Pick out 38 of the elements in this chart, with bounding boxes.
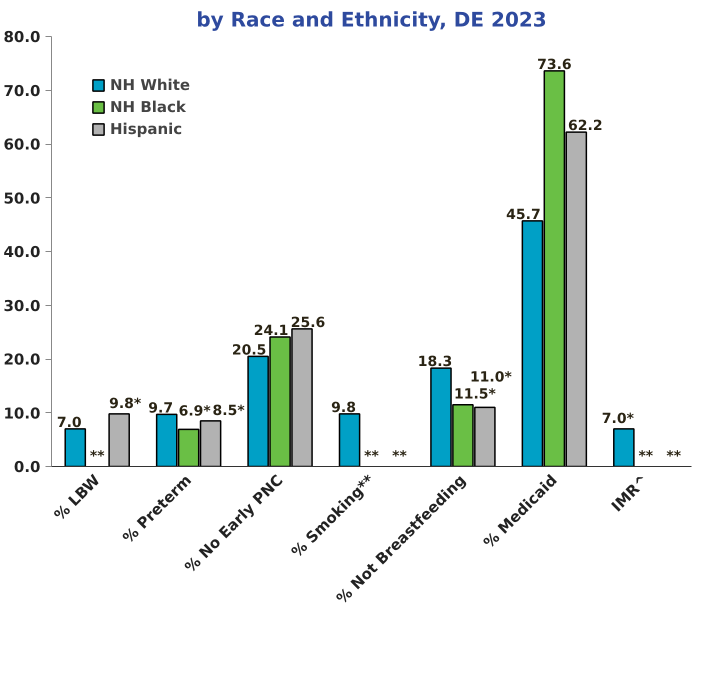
data-label: 8.5*: [212, 402, 246, 419]
y-tick-label: 10.0: [3, 404, 41, 422]
data-label: 45.7: [506, 206, 541, 223]
data-label: 20.5: [232, 342, 266, 358]
data-label: 73.6: [537, 56, 572, 73]
text: **: [666, 448, 682, 464]
y-tick-label: 60.0: [3, 136, 41, 154]
data-label: 25.6: [290, 314, 326, 331]
data-label: 9.8*: [109, 396, 142, 412]
bar: [613, 428, 635, 466]
data-label: 11.0*: [470, 369, 512, 386]
bar: [108, 413, 130, 466]
y-tick-label: 0.0: [14, 458, 41, 476]
data-label: 62.2: [568, 118, 603, 134]
legend-label: NH White: [110, 76, 190, 94]
y-tick-label: 70.0: [3, 82, 41, 100]
bar: [338, 413, 360, 466]
chart-title: by Race and Ethnicity, DE 2023: [196, 8, 547, 32]
text: **: [364, 448, 379, 464]
text: **: [392, 448, 407, 464]
data-label: 6.9*: [178, 403, 212, 420]
data-label: 9.8: [331, 400, 356, 416]
data-label: 9.7: [148, 400, 174, 416]
data-label: 7.0: [56, 414, 82, 431]
y-tick-label: 20.0: [3, 350, 41, 368]
legend-label: Hispanic: [110, 120, 182, 138]
text: **: [638, 448, 654, 464]
y-tick-label: 50.0: [3, 189, 41, 208]
bar: [64, 428, 86, 466]
y-tick-label: 80.0: [3, 28, 41, 46]
text: **: [90, 448, 105, 464]
y-tick-label: 30.0: [3, 296, 41, 315]
y-tick-label: 40.0: [3, 243, 41, 261]
data-label: 11.5*: [454, 386, 497, 403]
data-label: 24.1: [254, 322, 288, 339]
data-label: 18.3: [418, 354, 452, 370]
legend-label: NH Black: [110, 98, 186, 116]
data-label: 7.0*: [602, 410, 635, 427]
